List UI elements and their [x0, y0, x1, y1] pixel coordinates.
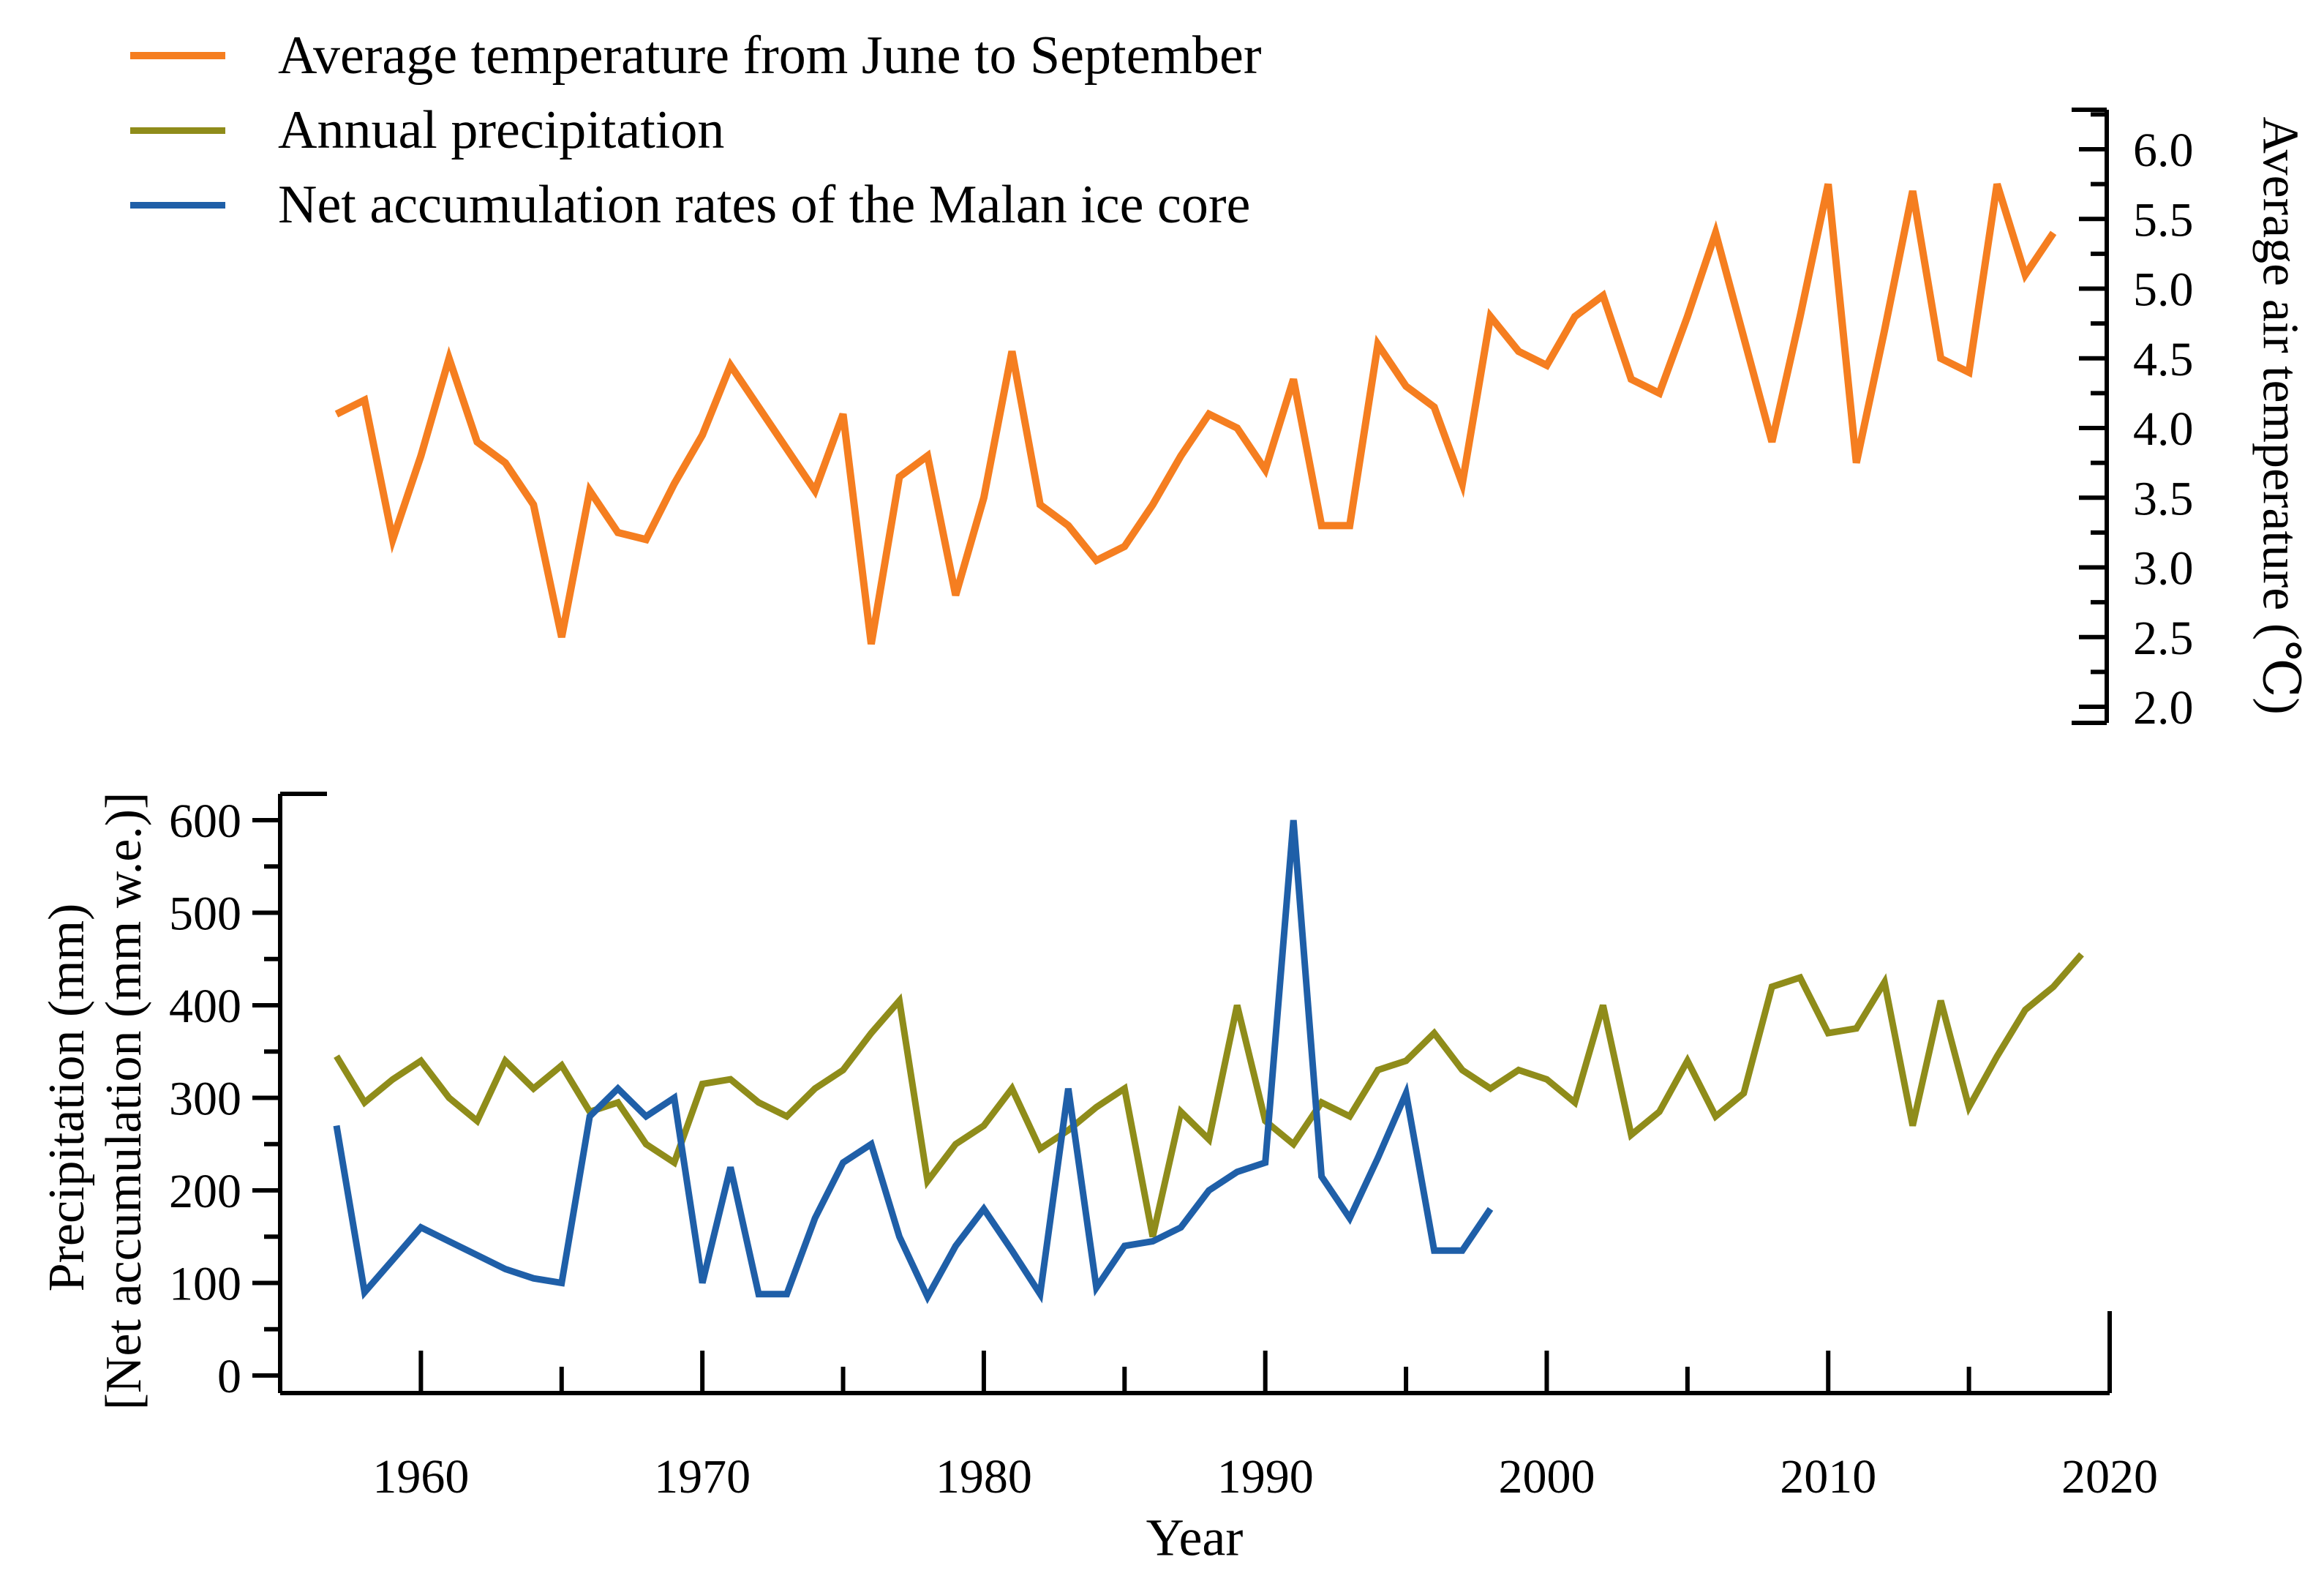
precip-axis-tick-label: 0: [217, 1350, 241, 1403]
x-axis-title: Year: [1146, 1508, 1244, 1567]
x-axis-tick-label: 2000: [1498, 1450, 1595, 1504]
right-axis-title: Average air temperature (℃): [2252, 116, 2309, 715]
precip-axis-tick-label: 600: [169, 795, 241, 848]
chart-legend: Average temperature from June to Septemb…: [130, 26, 1261, 250]
x-axis-tick-label: 2020: [2061, 1450, 2158, 1504]
precipitation-line: [334, 952, 2084, 1238]
precip-axis-tick-label: 500: [169, 887, 241, 941]
temp-axis-tick-label: 2.5: [2133, 612, 2194, 665]
temp-axis-tick-label: 5.0: [2133, 263, 2194, 317]
temp-axis-tick-label: 6.0: [2133, 124, 2194, 177]
x-axis-tick-label: 1970: [654, 1450, 751, 1504]
legend-item-precipitation: Annual precipitation: [130, 100, 1261, 160]
precip-axis-tick-label: 200: [169, 1165, 241, 1218]
legend-swatch-accumulation-icon: [130, 201, 225, 209]
legend-item-accumulation: Net accumulation rates of the Malan ice …: [130, 174, 1261, 235]
x-axis-tick-label: 1990: [1217, 1450, 1314, 1504]
accumulation-line: [333, 819, 1494, 1305]
x-axis-tick-label: 1960: [372, 1450, 469, 1504]
temp-axis-tick-label: 4.5: [2133, 333, 2194, 386]
temp-axis-tick-label: 3.5: [2133, 472, 2194, 525]
legend-label-temperature: Average temperature from June to Septemb…: [278, 25, 1262, 86]
legend-item-temperature: Average temperature from June to Septemb…: [130, 25, 1262, 86]
legend-swatch-precipitation-icon: [130, 127, 225, 134]
legend-swatch-temperature-icon: [130, 52, 225, 59]
x-axis-tick-label: 2010: [1780, 1450, 1876, 1504]
temperature-line: [334, 183, 2057, 645]
temp-axis-tick-label: 2.0: [2133, 681, 2194, 735]
x-axis-tick-label: 1980: [936, 1450, 1032, 1504]
legend-label-accumulation: Net accumulation rates of the Malan ice …: [278, 174, 1251, 235]
temp-axis-tick-label: 3.0: [2133, 542, 2194, 596]
temp-axis-tick-label: 4.0: [2133, 402, 2194, 456]
temp-axis-tick-label: 5.5: [2133, 193, 2194, 247]
left-axis-title-accumulation: [Net accumulation (mm w.e.)]: [96, 792, 152, 1411]
precip-axis-tick-label: 400: [169, 980, 241, 1033]
left-axis-title-precipitation: Precipitation (mm): [39, 903, 95, 1292]
precip-axis-tick-label: 100: [169, 1258, 241, 1311]
precip-axis-tick-label: 300: [169, 1073, 241, 1126]
legend-label-precipitation: Annual precipitation: [278, 100, 725, 160]
